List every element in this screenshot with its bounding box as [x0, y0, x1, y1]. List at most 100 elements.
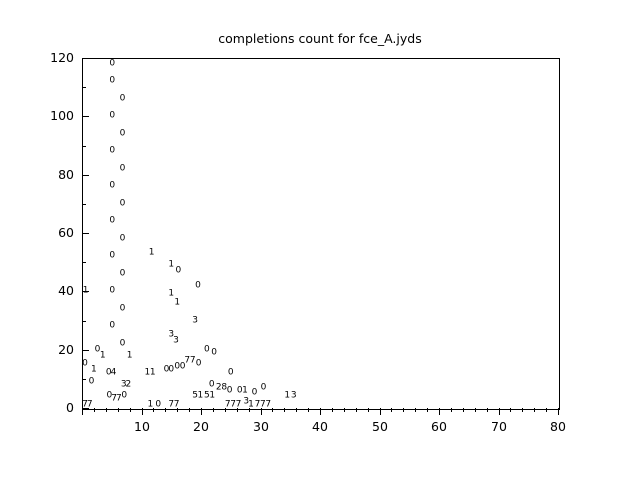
data-point: 7 [260, 399, 266, 410]
data-point: 1 [82, 285, 89, 296]
data-point: 0 [195, 280, 201, 290]
x-axis-minor-tick [284, 408, 285, 412]
data-point: 2 [215, 382, 222, 393]
data-point: 3 [192, 315, 198, 325]
x-axis-minor-tick [213, 408, 214, 412]
x-axis-tick [82, 408, 83, 415]
data-point: 0 [109, 285, 116, 296]
data-point: 3 [168, 329, 175, 340]
y-axis-tick-label: 100 [50, 108, 74, 123]
x-axis-tick-label: 70 [491, 419, 507, 434]
x-axis-minor-tick [296, 408, 297, 412]
x-axis-minor-tick [487, 408, 488, 412]
y-axis-minor-tick [82, 262, 86, 263]
x-axis-minor-tick [534, 408, 535, 412]
y-axis-tick-label: 60 [58, 225, 74, 240]
data-point: 0 [208, 379, 215, 390]
x-axis-minor-tick [272, 408, 273, 412]
chart-title: completions count for fce_A.jyds [218, 31, 422, 46]
x-axis-tick [380, 408, 381, 415]
data-point: 0 [163, 364, 170, 375]
x-axis-minor-tick [510, 408, 511, 412]
x-axis-tick [142, 408, 143, 415]
x-axis-minor-tick [368, 408, 369, 412]
data-point: 0 [119, 93, 126, 104]
x-axis-minor-tick [403, 408, 404, 412]
y-axis-minor-tick [82, 379, 86, 380]
data-point: 3 [120, 379, 127, 390]
x-axis-minor-tick [463, 408, 464, 412]
x-axis-minor-tick [356, 408, 357, 412]
data-point: 1 [197, 390, 204, 401]
data-point: 0 [109, 320, 116, 331]
x-axis-tick [499, 408, 500, 415]
data-point: 0 [175, 265, 182, 276]
x-axis-minor-tick [344, 408, 345, 412]
data-point: 0 [119, 268, 126, 279]
data-point: 7 [265, 399, 272, 410]
data-point: 0 [82, 358, 88, 369]
x-axis-minor-tick [546, 408, 547, 412]
x-axis-minor-tick [451, 408, 452, 412]
data-point: 0 [105, 367, 112, 378]
y-axis-minor-tick [82, 321, 86, 322]
data-point: 0 [109, 145, 116, 156]
x-axis-minor-tick [94, 408, 95, 412]
x-axis-tick [558, 408, 559, 415]
y-axis-tick-label: 20 [58, 342, 74, 357]
data-point: 1 [126, 350, 133, 360]
data-point: 0 [119, 128, 126, 139]
data-point: 0 [204, 344, 210, 355]
x-axis-tick-label: 40 [312, 419, 328, 434]
y-axis-tick-label: 120 [50, 50, 74, 65]
x-axis-minor-tick [130, 408, 131, 412]
y-axis-tick [82, 233, 89, 234]
x-axis-tick [439, 408, 440, 415]
data-point: 1 [147, 399, 154, 410]
x-axis-minor-tick [522, 408, 523, 412]
data-point: 0 [109, 75, 116, 86]
x-axis-minor-tick [177, 408, 178, 412]
data-point: 0 [119, 198, 126, 209]
data-point: 0 [195, 358, 202, 369]
data-point: 0 [119, 233, 126, 244]
data-point: 7 [230, 399, 236, 410]
data-point: 0 [121, 390, 128, 401]
x-axis-minor-tick [153, 408, 154, 412]
x-axis-minor-tick [225, 408, 226, 412]
y-axis-tick [82, 408, 89, 409]
plot-area-frame [82, 58, 560, 410]
data-point: 1 [99, 350, 106, 360]
data-point: 3 [173, 335, 179, 346]
x-axis-tick [320, 408, 321, 415]
data-point: 1 [144, 367, 151, 378]
x-axis-minor-tick [237, 408, 238, 412]
data-point: 7 [184, 355, 191, 366]
data-point: 0 [109, 215, 116, 226]
y-axis-tick-label: 0 [66, 400, 74, 415]
data-point: 0 [119, 338, 126, 349]
data-point: 0 [211, 347, 217, 358]
data-point: 1 [209, 390, 216, 401]
x-axis-minor-tick [391, 408, 392, 412]
x-axis-minor-tick [475, 408, 476, 412]
x-axis-tick-label: 50 [372, 419, 388, 434]
x-axis-minor-tick [249, 408, 250, 412]
data-point: 7 [116, 393, 122, 404]
y-axis-minor-tick [82, 204, 86, 205]
x-axis-tick-label: 20 [193, 419, 209, 434]
data-point: 1 [168, 288, 175, 299]
data-point: 0 [236, 385, 243, 395]
data-point: 7 [82, 399, 88, 410]
data-point: 0 [179, 361, 186, 372]
data-point: 0 [109, 58, 116, 69]
x-axis-minor-tick [106, 408, 107, 412]
x-axis-tick-label: 80 [550, 419, 566, 434]
x-axis-minor-tick [427, 408, 428, 412]
data-point: 0 [251, 387, 258, 398]
data-point: 3 [243, 396, 250, 407]
data-point: 0 [226, 385, 233, 395]
x-axis-minor-tick [415, 408, 416, 412]
data-point: 0 [260, 382, 267, 393]
